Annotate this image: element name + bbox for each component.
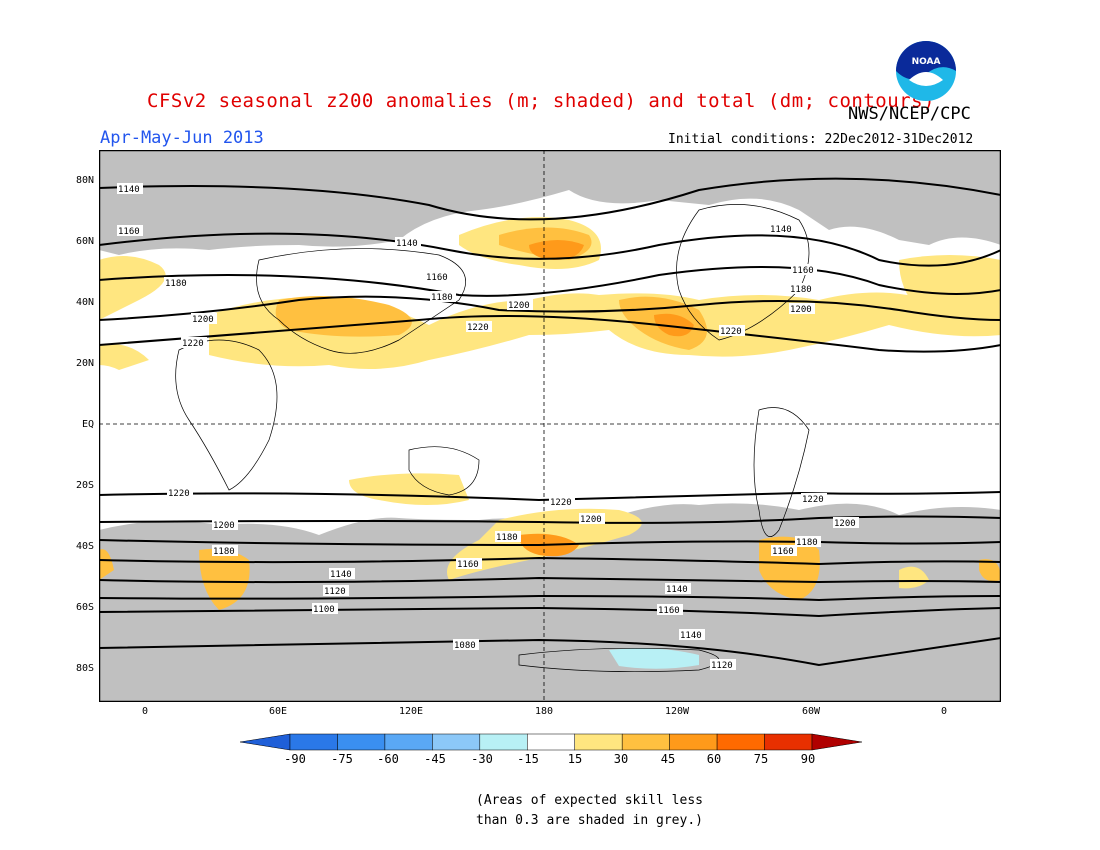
map-panel: 1140 1160 1180 1200 1220 1140 1160 1180 … [98, 149, 1002, 703]
contour-label: 1180 [431, 293, 453, 303]
colorbar-label: -15 [517, 752, 539, 766]
lat-label: 40S [75, 541, 94, 552]
colorbar-cell [289, 733, 338, 751]
colorbar-label: 60 [706, 752, 722, 766]
contour-label: 1220 [467, 323, 489, 333]
contour-label-set: 1140 1160 1180 1200 1220 1140 1160 1180 … [117, 183, 859, 671]
lon-label: 180 [534, 706, 554, 717]
contour-label: 1180 [796, 538, 818, 548]
contour-label: 1180 [790, 285, 812, 295]
lon-label: 120W [664, 706, 690, 717]
logo-text: NOAA [912, 57, 941, 67]
lon-label: 60W [801, 706, 821, 717]
footnote: (Areas of expected skill less than 0.3 a… [476, 791, 703, 831]
contour-label: 1160 [457, 560, 479, 570]
contour-label: 1200 [508, 301, 530, 311]
contour-label: 1120 [711, 661, 733, 671]
contour-label: 1140 [680, 631, 702, 641]
lat-label: 80S [75, 663, 94, 674]
lat-label: 80N [75, 175, 94, 186]
contour-label: 1080 [454, 641, 476, 651]
colorbar-cell [574, 733, 623, 751]
contour-label: 1160 [426, 273, 448, 283]
colorbar-label: -90 [284, 752, 306, 766]
footnote-line-1: (Areas of expected skill less [476, 793, 703, 808]
contour-label: 1220 [802, 495, 824, 505]
contour-label: 1100 [313, 605, 335, 615]
contour-label: 1180 [165, 279, 187, 289]
contour-label: 1140 [770, 225, 792, 235]
contour-label: 1220 [168, 489, 190, 499]
contour-label: 1220 [550, 498, 572, 508]
lon-label: 60E [268, 706, 288, 717]
lon-label: 120E [398, 706, 424, 717]
contour-label: 1200 [192, 315, 214, 325]
colorbar-cell [669, 733, 718, 751]
lat-label: 20S [75, 480, 94, 491]
colorbar-label: 75 [753, 752, 769, 766]
contour-label: 1200 [213, 521, 235, 531]
season-label: Apr-May-Jun 2013 [100, 128, 264, 148]
contour-label: 1200 [834, 519, 856, 529]
contour-label: 1160 [792, 266, 814, 276]
contour-label: 1180 [213, 547, 235, 557]
colorbar [240, 733, 862, 751]
contour-label: 1140 [330, 570, 352, 580]
colorbar-label: 15 [567, 752, 583, 766]
contour-label: 1220 [182, 339, 204, 349]
lon-label: 0 [940, 706, 948, 717]
contour-label: 1160 [658, 606, 680, 616]
contour-label: 1120 [324, 587, 346, 597]
colorbar-label: 45 [660, 752, 676, 766]
colorbar-label: -30 [471, 752, 493, 766]
lat-label: EQ [81, 419, 94, 430]
colorbar-cell [716, 733, 765, 751]
footnote-line-2: than 0.3 are shaded in grey.) [476, 813, 703, 828]
lat-label: 60S [75, 602, 94, 613]
colorbar-label: 90 [800, 752, 816, 766]
lon-label: 0 [141, 706, 149, 717]
noaa-logo: NOAA [896, 41, 956, 101]
colorbar-cell [527, 733, 575, 751]
colorbar-cell [337, 733, 386, 751]
colorbar-cell [621, 733, 670, 751]
contour-label: 1140 [396, 239, 418, 249]
lat-label: 40N [75, 297, 94, 308]
contour-label: 1140 [666, 585, 688, 595]
colorbar-label: -45 [424, 752, 446, 766]
lat-label: 60N [75, 236, 94, 247]
colorbar-label: 30 [613, 752, 629, 766]
colorbar-cell [764, 733, 813, 751]
contour-label: 1200 [580, 515, 602, 525]
colorbar-cell [240, 733, 291, 751]
colorbar-cell [384, 733, 433, 751]
contour-label: 1160 [118, 227, 140, 237]
contour-label: 1220 [720, 327, 742, 337]
colorbar-cell [811, 733, 862, 751]
map-svg: 1140 1160 1180 1200 1220 1140 1160 1180 … [98, 149, 1002, 703]
height-contours [98, 177, 1002, 667]
agency-label: NWS/NCEP/CPC [848, 104, 971, 124]
grid-lines [99, 150, 1001, 702]
contour-label: 1140 [118, 185, 140, 195]
colorbar-cell [432, 733, 481, 751]
colorbar-label: -75 [331, 752, 353, 766]
colorbar-label: -60 [377, 752, 399, 766]
lat-label: 20N [75, 358, 94, 369]
contour-label: 1160 [772, 547, 794, 557]
contour-label: 1180 [496, 533, 518, 543]
chart-title: CFSv2 seasonal z200 anomalies (m; shaded… [147, 90, 935, 112]
contour-label: 1200 [790, 305, 812, 315]
initial-conditions-label: Initial conditions: 22Dec2012-31Dec2012 [668, 132, 974, 147]
colorbar-cell [479, 733, 528, 751]
